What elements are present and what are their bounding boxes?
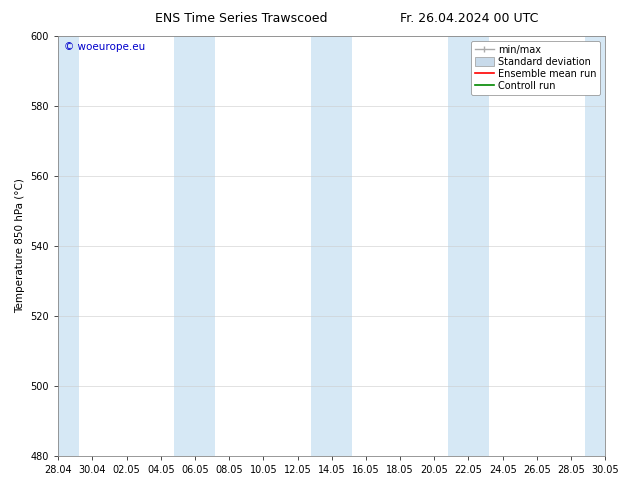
Legend: min/max, Standard deviation, Ensemble mean run, Controll run: min/max, Standard deviation, Ensemble me… bbox=[470, 41, 600, 95]
Text: Fr. 26.04.2024 00 UTC: Fr. 26.04.2024 00 UTC bbox=[400, 12, 538, 25]
Bar bbox=[311, 36, 353, 456]
Bar bbox=[585, 36, 605, 456]
Text: ENS Time Series Trawscoed: ENS Time Series Trawscoed bbox=[155, 12, 327, 25]
Y-axis label: Temperature 850 hPa (°C): Temperature 850 hPa (°C) bbox=[15, 179, 25, 314]
Text: © woeurope.eu: © woeurope.eu bbox=[63, 43, 145, 52]
Bar bbox=[58, 36, 79, 456]
Bar bbox=[448, 36, 489, 456]
Bar bbox=[174, 36, 216, 456]
